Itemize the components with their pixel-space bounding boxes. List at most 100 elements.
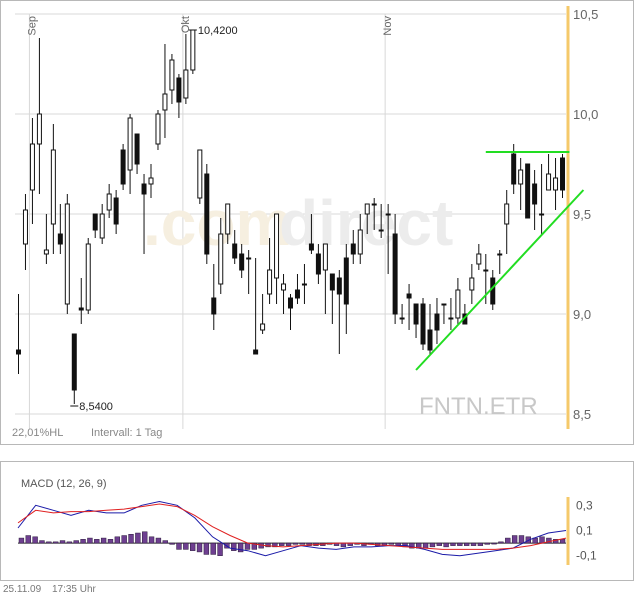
candle-body (22, 209, 28, 245)
candle-body (392, 233, 398, 315)
candle-body (127, 117, 133, 171)
macd-histogram-bar (53, 541, 59, 544)
candle-body (204, 173, 210, 255)
price-tick-label: 10,5 (573, 7, 598, 22)
trendlines (415, 151, 585, 371)
symbol-label: FNTN.ETR (419, 393, 538, 420)
macd-histogram-bar (450, 542, 456, 546)
macd-histogram-bar (532, 537, 538, 544)
macd-grid (18, 497, 570, 565)
macd-histogram-bar (190, 542, 196, 551)
macd-histogram-bar (231, 542, 237, 551)
macd-histogram-bar (505, 537, 511, 544)
candle-body (378, 229, 384, 232)
macd-axis-labels: 0,3 0,1 -0,1 (576, 498, 597, 562)
candle-body (399, 317, 405, 320)
macd-histogram-bar (59, 540, 66, 544)
macd-histogram (18, 531, 566, 556)
candle-body (483, 269, 489, 272)
footer: 25.11.09 17:35 Uhr (3, 584, 96, 595)
axis-labels: 10,5 10,0 9,5 9,0 8,5 Sep Okt Nov 10,4200 8,5400 (26, 7, 598, 422)
candle-body (329, 273, 335, 291)
candle-body (155, 113, 161, 145)
macd-histogram-bar (87, 537, 93, 544)
macd-panel: MACD (12, 26, 9) 0,3 0,1 -0,1 (0, 461, 634, 581)
macd-histogram-bar (511, 535, 518, 544)
candle-body (560, 157, 566, 191)
candle-body (120, 149, 126, 185)
candle-body (57, 233, 63, 245)
candle-body (504, 203, 510, 225)
candle-body (301, 283, 307, 286)
candle-body (253, 349, 259, 355)
candle-body (183, 69, 189, 99)
candle-body (36, 113, 42, 145)
month-tick-label: Sep (26, 16, 38, 36)
macd-histogram-bar (162, 540, 168, 544)
candle-body (225, 203, 231, 235)
signal-line (17, 503, 567, 550)
macd-histogram-bar (546, 537, 552, 544)
macd-histogram-bar (388, 542, 394, 545)
macd-histogram-bar (518, 535, 525, 544)
candle-body (176, 77, 182, 103)
candle-body (274, 213, 280, 279)
macd-histogram-bar (559, 539, 566, 544)
price-chart-panel: .com direct 10,5 10,0 9,5 9,0 8,5 Sep Okt Nov 10… (0, 0, 634, 445)
macd-histogram-bar (46, 541, 52, 544)
macd-histogram-bar (128, 534, 134, 544)
candle-body (511, 153, 517, 185)
price-grid (15, 6, 570, 429)
candle-body (294, 289, 300, 299)
macd-histogram-bar (279, 542, 285, 546)
macd-histogram-bar (265, 542, 271, 548)
macd-tick-label: 0,3 (576, 498, 593, 512)
price-tick-label: 8,5 (573, 407, 591, 422)
candle-body (211, 297, 217, 315)
macd-histogram-bar (183, 542, 189, 550)
macd-histogram-bar (539, 536, 545, 544)
price-tick-label: 9,0 (573, 307, 591, 322)
macd-histogram-bar (121, 535, 127, 544)
macd-histogram-bar (285, 542, 292, 546)
candle-body (336, 277, 342, 295)
macd-histogram-bar (176, 542, 182, 550)
macd-line (17, 500, 567, 557)
candle-body (406, 293, 412, 299)
macd-histogram-bar (107, 539, 114, 544)
candle-body (169, 59, 175, 91)
macd-histogram-bar (457, 542, 463, 546)
candle-body (267, 269, 273, 295)
candle-body (148, 177, 154, 185)
macd-histogram-bar (340, 542, 347, 548)
macd-histogram-bar (66, 541, 73, 544)
candle-body (448, 317, 454, 320)
candle-body (260, 323, 266, 331)
candle-body (553, 177, 559, 191)
candle-body (525, 163, 531, 219)
candle-body (455, 289, 461, 319)
candles (15, 29, 566, 404)
stats-label: 22,01%HL (12, 427, 63, 439)
candle-body (288, 297, 293, 309)
macd-histogram-bar (18, 537, 25, 544)
price-tick-label: 9,5 (573, 207, 591, 222)
macd-histogram-bar (196, 542, 203, 553)
candle-body (427, 329, 433, 351)
macd-histogram-bar (142, 531, 148, 544)
macd-histogram-bar (39, 540, 45, 544)
candle-body (350, 243, 356, 255)
candle-body (308, 243, 314, 251)
candle-body (357, 229, 363, 255)
candle-body (364, 203, 370, 215)
candle-body (539, 213, 545, 216)
macd-histogram-bar (409, 542, 415, 549)
macd-histogram-bar (73, 540, 79, 544)
macd-tick-label: -0,1 (576, 549, 597, 563)
candle-body (343, 257, 349, 305)
candle-body (162, 93, 168, 111)
candle-body (532, 183, 538, 205)
candle-body (106, 193, 112, 211)
macd-chart: MACD (12, 26, 9) 0,3 0,1 -0,1 (17, 478, 597, 565)
candle-body (281, 283, 287, 291)
